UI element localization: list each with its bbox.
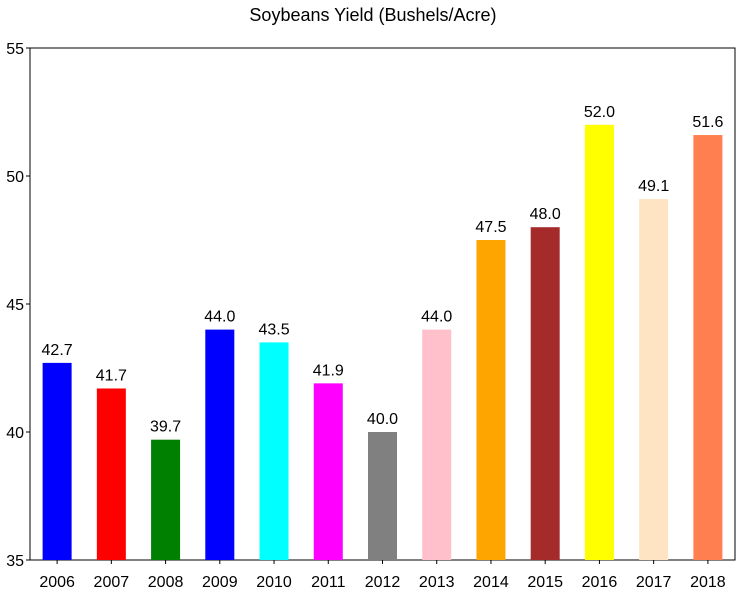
data-label-2008: 39.7 <box>150 419 181 436</box>
x-tick-label: 2016 <box>582 574 618 591</box>
bar-2011 <box>313 383 343 560</box>
x-tick-label: 2006 <box>39 574 75 591</box>
x-tick-label: 2018 <box>690 574 726 591</box>
x-tick-label: 2015 <box>527 574 563 591</box>
x-tick-label: 2007 <box>94 574 130 591</box>
data-label-2009: 44.0 <box>204 309 235 326</box>
x-tick-label: 2010 <box>256 574 292 591</box>
bar-2010 <box>259 342 289 560</box>
y-axis: 35 40 45 50 55 <box>6 41 30 570</box>
bar-2017 <box>639 199 669 561</box>
data-label-2014: 47.5 <box>475 219 506 236</box>
chart-title: Soybeans Yield (Bushels/Acre) <box>249 5 496 25</box>
data-label-2016: 52.0 <box>584 104 615 121</box>
y-tick-label: 50 <box>6 169 24 186</box>
data-label-2011: 41.9 <box>313 362 344 379</box>
data-label-2012: 40.0 <box>367 411 398 428</box>
data-label-2018: 51.6 <box>692 114 723 131</box>
bar-2018 <box>693 135 723 561</box>
x-tick-label: 2009 <box>202 574 238 591</box>
data-labels: 42.7 41.7 39.7 44.0 43.5 41.9 40.0 44.0 47.5 48.0… <box>42 104 724 436</box>
data-label-2007: 41.7 <box>96 367 127 384</box>
bar-2016 <box>584 124 614 561</box>
bar-2007 <box>96 388 126 560</box>
bar-2013 <box>422 329 452 560</box>
data-label-2015: 48.0 <box>530 206 561 223</box>
bar-2015 <box>530 227 560 560</box>
bar-2009 <box>205 329 235 560</box>
data-label-2010: 43.5 <box>258 321 289 338</box>
y-tick-label: 55 <box>6 41 24 58</box>
bar-2008 <box>151 439 181 560</box>
data-label-2006: 42.7 <box>42 342 73 359</box>
x-axis: 2006 2007 2008 2009 2010 2011 2012 2013 2014 2015… <box>39 560 726 591</box>
x-tick-label: 2017 <box>636 574 672 591</box>
bar-series <box>42 124 723 561</box>
y-tick-label: 40 <box>6 425 24 442</box>
x-tick-label: 2014 <box>473 574 509 591</box>
bar-2014 <box>476 240 506 560</box>
x-tick-label: 2008 <box>148 574 184 591</box>
data-label-2013: 44.0 <box>421 309 452 326</box>
x-tick-label: 2013 <box>419 574 455 591</box>
y-tick-label: 45 <box>6 297 24 314</box>
data-label-2017: 49.1 <box>638 178 669 195</box>
bar-2012 <box>368 432 397 560</box>
bar-2006 <box>42 362 72 560</box>
x-tick-label: 2011 <box>311 574 346 591</box>
y-tick-label: 35 <box>6 553 24 570</box>
x-tick-label: 2012 <box>365 574 401 591</box>
